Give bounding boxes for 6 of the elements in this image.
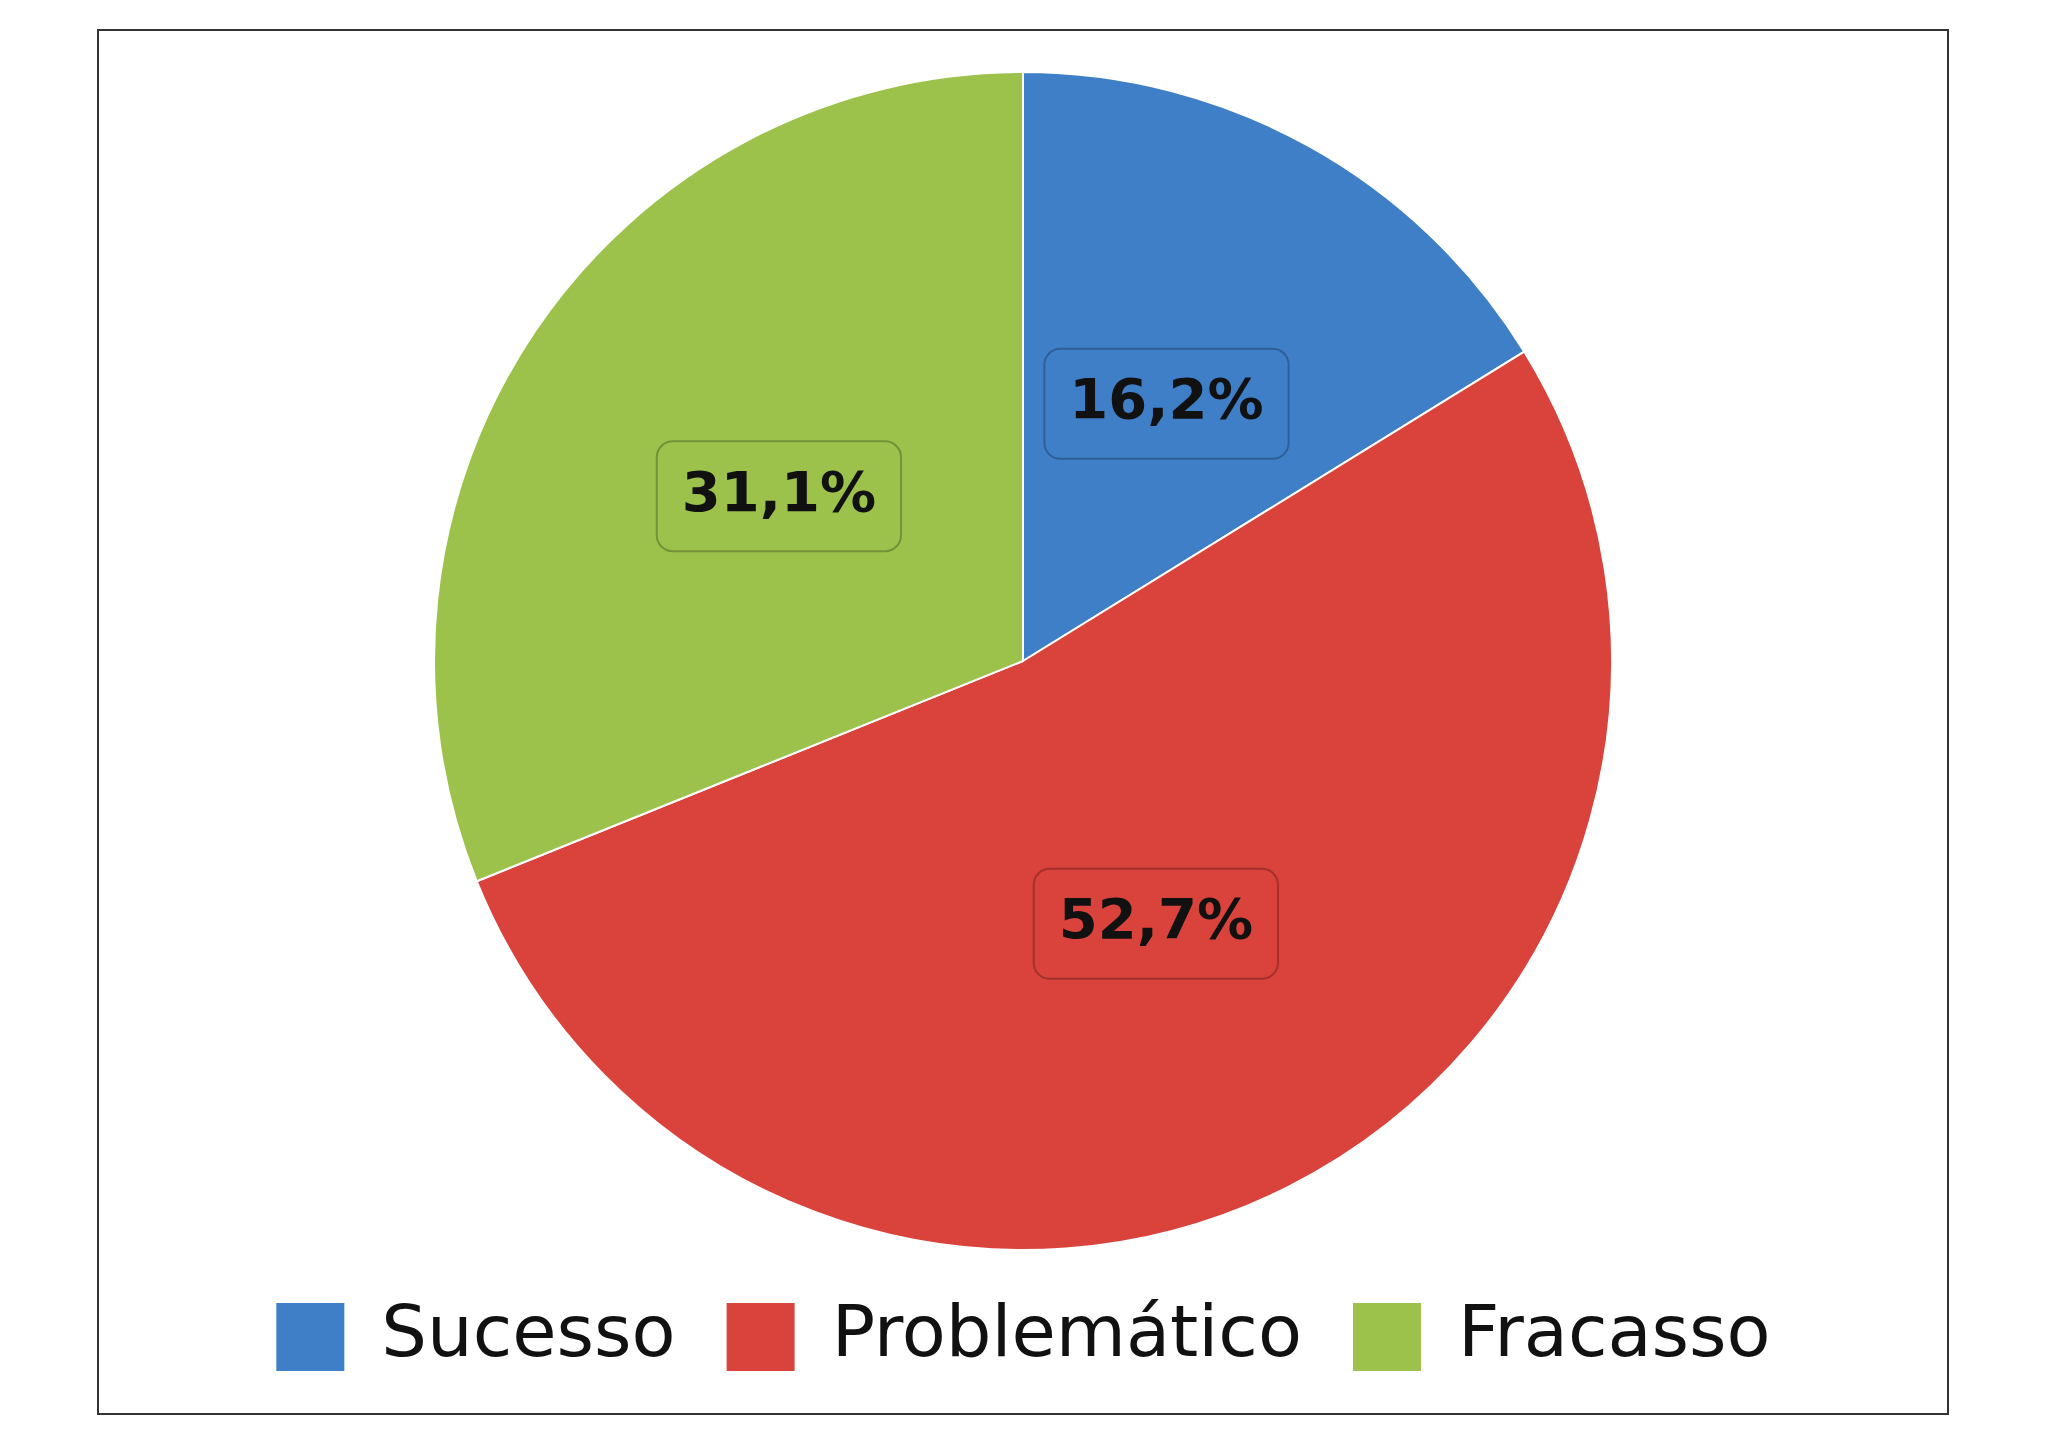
legend-label: Sucesso bbox=[381, 1288, 676, 1373]
data-label: 16,2% bbox=[1069, 366, 1264, 432]
legend-label: Fracasso bbox=[1457, 1288, 1771, 1373]
data-label: 31,1% bbox=[681, 458, 877, 524]
data-label: 52,7% bbox=[1058, 886, 1254, 952]
legend-label: Problemático bbox=[831, 1288, 1302, 1373]
